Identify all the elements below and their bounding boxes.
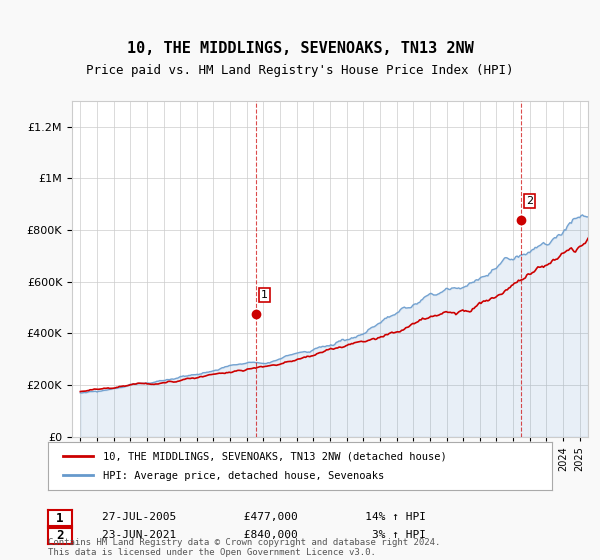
Text: 10, THE MIDDLINGS, SEVENOAKS, TN13 2NW: 10, THE MIDDLINGS, SEVENOAKS, TN13 2NW (127, 41, 473, 56)
Text: 1: 1 (56, 511, 64, 525)
Text: Price paid vs. HM Land Registry's House Price Index (HPI): Price paid vs. HM Land Registry's House … (86, 64, 514, 77)
Text: 27-JUL-2005          £477,000          14% ↑ HPI: 27-JUL-2005 £477,000 14% ↑ HPI (102, 512, 426, 522)
Text: 23-JUN-2021          £840,000           3% ↑ HPI: 23-JUN-2021 £840,000 3% ↑ HPI (102, 530, 426, 540)
Text: 2: 2 (56, 529, 64, 543)
Text: 2: 2 (526, 196, 533, 206)
Text: Contains HM Land Registry data © Crown copyright and database right 2024.
This d: Contains HM Land Registry data © Crown c… (48, 538, 440, 557)
Text: HPI: Average price, detached house, Sevenoaks: HPI: Average price, detached house, Seve… (103, 471, 385, 480)
Text: 10, THE MIDDLINGS, SEVENOAKS, TN13 2NW (detached house): 10, THE MIDDLINGS, SEVENOAKS, TN13 2NW (… (103, 452, 447, 461)
Text: 1: 1 (261, 290, 268, 300)
